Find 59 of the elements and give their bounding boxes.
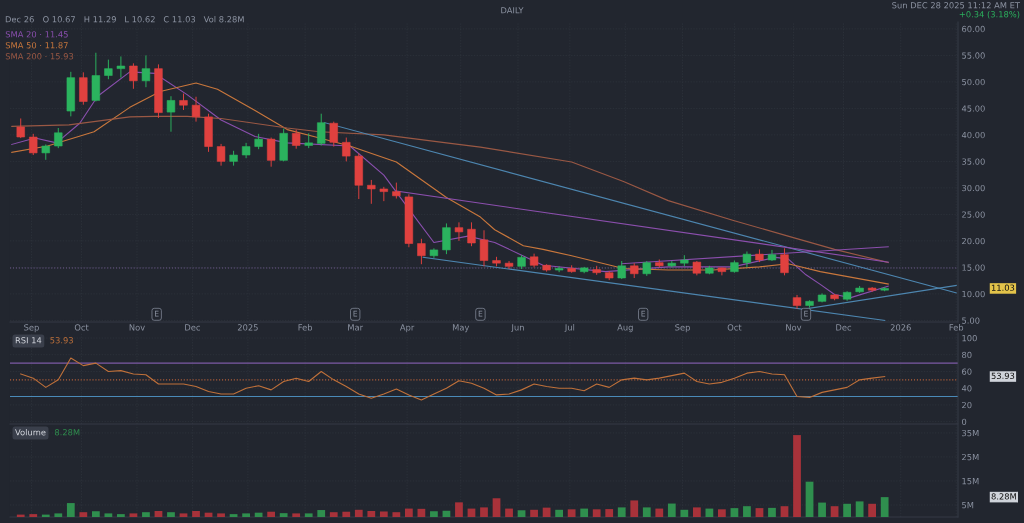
y-tick-label: 15.00 — [962, 264, 985, 271]
annotation: Dec 26 — [5, 16, 34, 23]
text: +0.34 (3.18%) — [959, 10, 1020, 19]
annotation: H 11.29 — [84, 16, 116, 23]
x-tick-label: Dec — [185, 324, 200, 331]
annotation: Vol 8.28M — [203, 15, 244, 23]
x-tick-label: Feb — [298, 324, 313, 331]
text: SMA 20 · 11.45 — [5, 31, 68, 38]
chart-subtitle: 53.93 — [50, 337, 73, 344]
text: 53.93 — [991, 372, 1015, 379]
y-tick-label: 100 — [962, 335, 977, 342]
x-tick-label: Apr — [399, 324, 415, 333]
x-tick-label: Oct — [727, 324, 742, 331]
chart-title: DAILY — [501, 7, 524, 14]
y-tick-label: 55.00 — [962, 52, 985, 59]
y-tick-label: 15M — [962, 478, 979, 485]
x-tick-label: Nov — [129, 324, 145, 331]
text: SMA 200 · 15.93 — [5, 53, 74, 60]
annotation: C 11.03 — [163, 16, 196, 23]
x-tick-label: Nov — [786, 324, 802, 331]
y-tick-label: 60 — [962, 368, 972, 375]
y-tick-label: 30.00 — [962, 184, 985, 192]
x-tick-label: Sep — [675, 324, 690, 333]
y-tick-label: 35M — [962, 429, 979, 437]
y-tick-label: 20 — [962, 401, 972, 409]
y-tick-label: 25.00 — [962, 211, 985, 218]
y-tick-label: 80 — [962, 351, 972, 359]
x-tick-label: Feb — [949, 324, 964, 331]
x-tick-label: 2025 — [237, 324, 258, 331]
chart-title: Volume — [15, 428, 46, 436]
x-tick-label: 2026 — [890, 324, 911, 331]
y-tick-label: 40.00 — [961, 131, 985, 139]
y-tick-label: 60.00 — [962, 25, 985, 33]
y-tick-label: 45.00 — [961, 105, 985, 112]
x-tick-label: Jul — [564, 324, 575, 333]
chart-title: RSI 14 — [15, 337, 42, 344]
x-tick-label: Dec — [836, 324, 852, 331]
y-tick-label: 25M — [962, 453, 979, 461]
x-tick-label: Mar — [348, 324, 364, 331]
y-tick-label: 0 — [962, 418, 967, 425]
x-tick-label: Jun — [511, 324, 524, 333]
y-tick-label: 40 — [961, 385, 972, 392]
text: SMA 50 · 11.87 — [5, 42, 68, 49]
y-tick-label: 10.00 — [962, 290, 985, 298]
annotation: L 10.62 — [125, 16, 155, 23]
annotation: O 10.67 — [43, 16, 75, 23]
chart-subtitle: 8.28M — [54, 429, 80, 436]
text: 11.03 — [991, 284, 1015, 291]
y-tick-label: 20.00 — [962, 237, 985, 245]
y-tick-label: 5.00 — [962, 317, 980, 324]
y-tick-label: 50.00 — [962, 78, 985, 86]
text: Sun DEC 28 2025 11:12 AM ET — [892, 2, 1021, 9]
y-tick-label: 5M — [962, 502, 974, 509]
y-tick-label: 35.00 — [962, 158, 985, 165]
x-tick-label: Aug — [617, 324, 633, 333]
x-tick-label: May — [452, 324, 470, 333]
x-tick-label: Sep — [24, 324, 39, 333]
text: 8.28M — [991, 493, 1016, 500]
x-tick-label: Oct — [74, 324, 89, 331]
